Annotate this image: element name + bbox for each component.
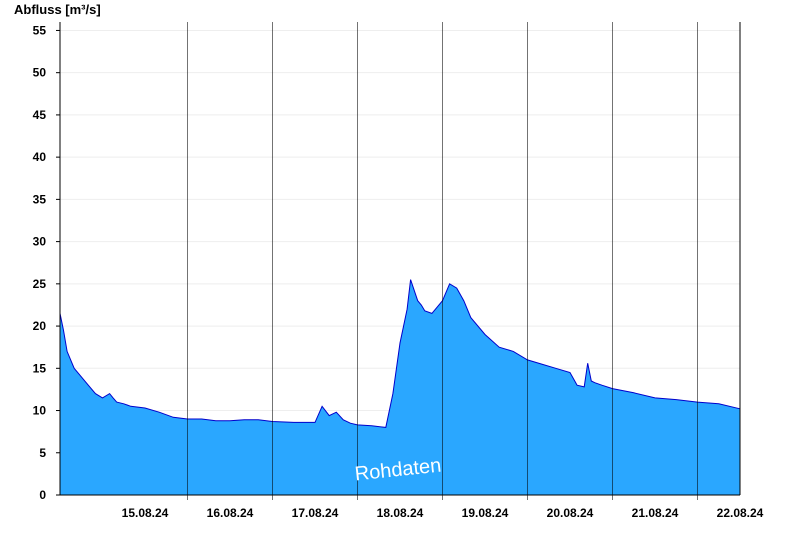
y-tick-label: 5: [39, 446, 46, 460]
y-tick-label: 35: [33, 192, 47, 206]
grid-lines: [60, 29, 740, 454]
y-tick-label: 55: [33, 23, 47, 37]
x-tick-label: 17.08.24: [292, 506, 339, 520]
x-axis-ticks: 15.08.24 16.08.24 17.08.24 18.08.24 19.08.24…: [122, 506, 764, 520]
x-tick-label: 21.08.24: [632, 506, 679, 520]
x-tick-label: 20.08.24: [547, 506, 594, 520]
y-tick-label: 20: [33, 319, 47, 333]
y-tick-label: 25: [33, 277, 47, 291]
day-separators: [187, 22, 698, 500]
x-tick-label: 22.08.24: [717, 506, 764, 520]
x-tick-label: 18.08.24: [377, 506, 424, 520]
y-tick-label: 0: [39, 488, 46, 502]
y-tick-label: 15: [33, 361, 47, 375]
x-tick-label: 16.08.24: [207, 506, 254, 520]
discharge-line: [59, 279, 741, 428]
y-axis-ticks: 0 5 10 15 20 25 30 35 40 45 50 55: [33, 23, 60, 502]
y-tick-label: 50: [33, 66, 47, 80]
discharge-area: [60, 279, 740, 495]
y-tick-label: 40: [33, 150, 47, 164]
y-tick-label: 30: [33, 235, 47, 249]
x-tick-label: 15.08.24: [122, 506, 169, 520]
y-tick-label: 10: [33, 404, 47, 418]
y-tick-label: 45: [33, 108, 47, 122]
y-axis-label: Abfluss [m³/s]: [14, 2, 101, 17]
x-tick-label: 19.08.24: [462, 506, 509, 520]
